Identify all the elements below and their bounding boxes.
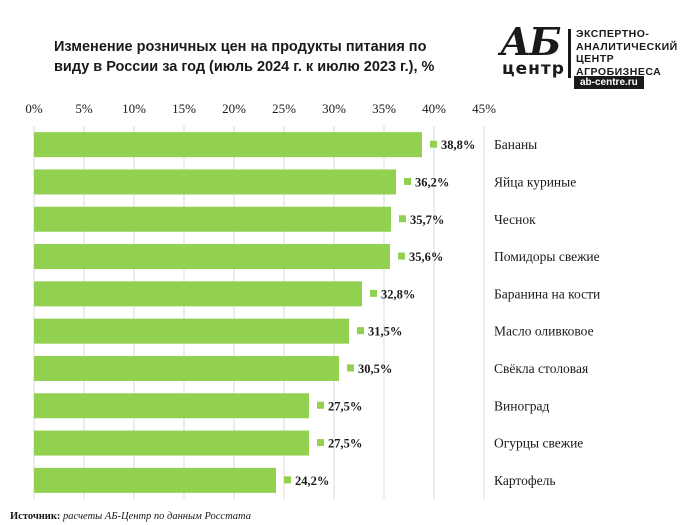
x-tick-label: 15%: [172, 101, 196, 116]
data-label-marker: [317, 401, 324, 409]
x-tick-label: 30%: [322, 101, 346, 116]
x-tick-label: 20%: [222, 101, 246, 116]
data-label: 31,5%: [368, 325, 402, 339]
source-text: расчеты АБ-Центр по данным Росстата: [63, 511, 251, 522]
bar: [34, 318, 349, 344]
data-label-marker: [284, 476, 291, 484]
logo-caption-line-3: ЦЕНТР: [576, 53, 615, 65]
x-tick-label: 25%: [272, 101, 296, 116]
category-label: Яйца куриные: [494, 174, 576, 189]
data-label: 36,2%: [415, 175, 449, 189]
x-tick-label: 10%: [122, 101, 146, 116]
data-label-marker: [347, 364, 354, 372]
logo-website: ab-centre.ru: [574, 76, 644, 89]
chart-title: Изменение розничных цен на продукты пита…: [54, 39, 435, 75]
x-tick-label: 35%: [372, 101, 396, 116]
bar: [34, 430, 309, 456]
data-label-marker: [317, 439, 324, 447]
logo-centr-text: центр: [502, 59, 565, 79]
logo-caption-line-1: ЭКСПЕРТНО-: [576, 28, 650, 40]
logo-ab-text: АБ: [500, 19, 561, 64]
data-label-marker: [370, 289, 377, 297]
bar: [34, 169, 396, 195]
bar: [34, 206, 391, 232]
category-label: Масло оливковое: [494, 324, 594, 339]
bar: [34, 467, 276, 493]
x-tick-label: 45%: [472, 101, 496, 116]
x-tick-label: 40%: [422, 101, 446, 116]
category-label: Свёкла столовая: [494, 361, 588, 376]
bar: [34, 355, 339, 381]
logo-caption-line-4: АГРОБИЗНЕСА: [576, 65, 662, 78]
bar: [34, 281, 362, 307]
data-label-marker: [404, 177, 411, 185]
data-label-marker: [399, 215, 406, 223]
x-tick-label: 5%: [75, 101, 93, 116]
data-label: 27,5%: [328, 399, 362, 413]
logo-caption-line-2: АНАЛИТИЧЕСКИЙ: [576, 40, 678, 53]
category-label: Виноград: [494, 398, 549, 413]
category-label: Чеснок: [494, 212, 536, 227]
data-label: 30,5%: [358, 362, 392, 376]
data-label: 38,8%: [441, 138, 475, 152]
source-label: Источник:: [10, 511, 61, 522]
data-label-marker: [398, 252, 405, 260]
category-label: Картофель: [494, 473, 556, 488]
logo-divider: [568, 29, 571, 78]
bar: [34, 132, 422, 158]
x-tick-label: 0%: [25, 101, 43, 116]
logo-caption: ЭКСПЕРТНО- АНАЛИТИЧЕСКИЙ ЦЕНТР АГРОБИЗНЕ…: [576, 28, 678, 78]
data-label-marker: [430, 140, 437, 148]
data-label-marker: [357, 327, 364, 335]
bar: [34, 393, 309, 419]
category-label: Помидоры свежие: [494, 249, 600, 264]
category-label: Баранина на кости: [494, 286, 600, 301]
bar: [34, 244, 390, 270]
source-note: Источник: расчеты АБ-Центр по данным Рос…: [10, 511, 251, 522]
data-label: 35,7%: [410, 213, 444, 227]
data-label: 27,5%: [328, 437, 362, 451]
category-label: Огурцы свежие: [494, 436, 583, 451]
category-label: Бананы: [494, 137, 537, 152]
data-label: 24,2%: [295, 474, 329, 488]
ab-centre-logo: АБ центр ЭКСПЕРТНО- АНАЛИТИЧЕСКИЙ ЦЕНТР …: [498, 22, 688, 88]
data-label: 32,8%: [381, 287, 415, 301]
data-label: 35,6%: [409, 250, 443, 264]
